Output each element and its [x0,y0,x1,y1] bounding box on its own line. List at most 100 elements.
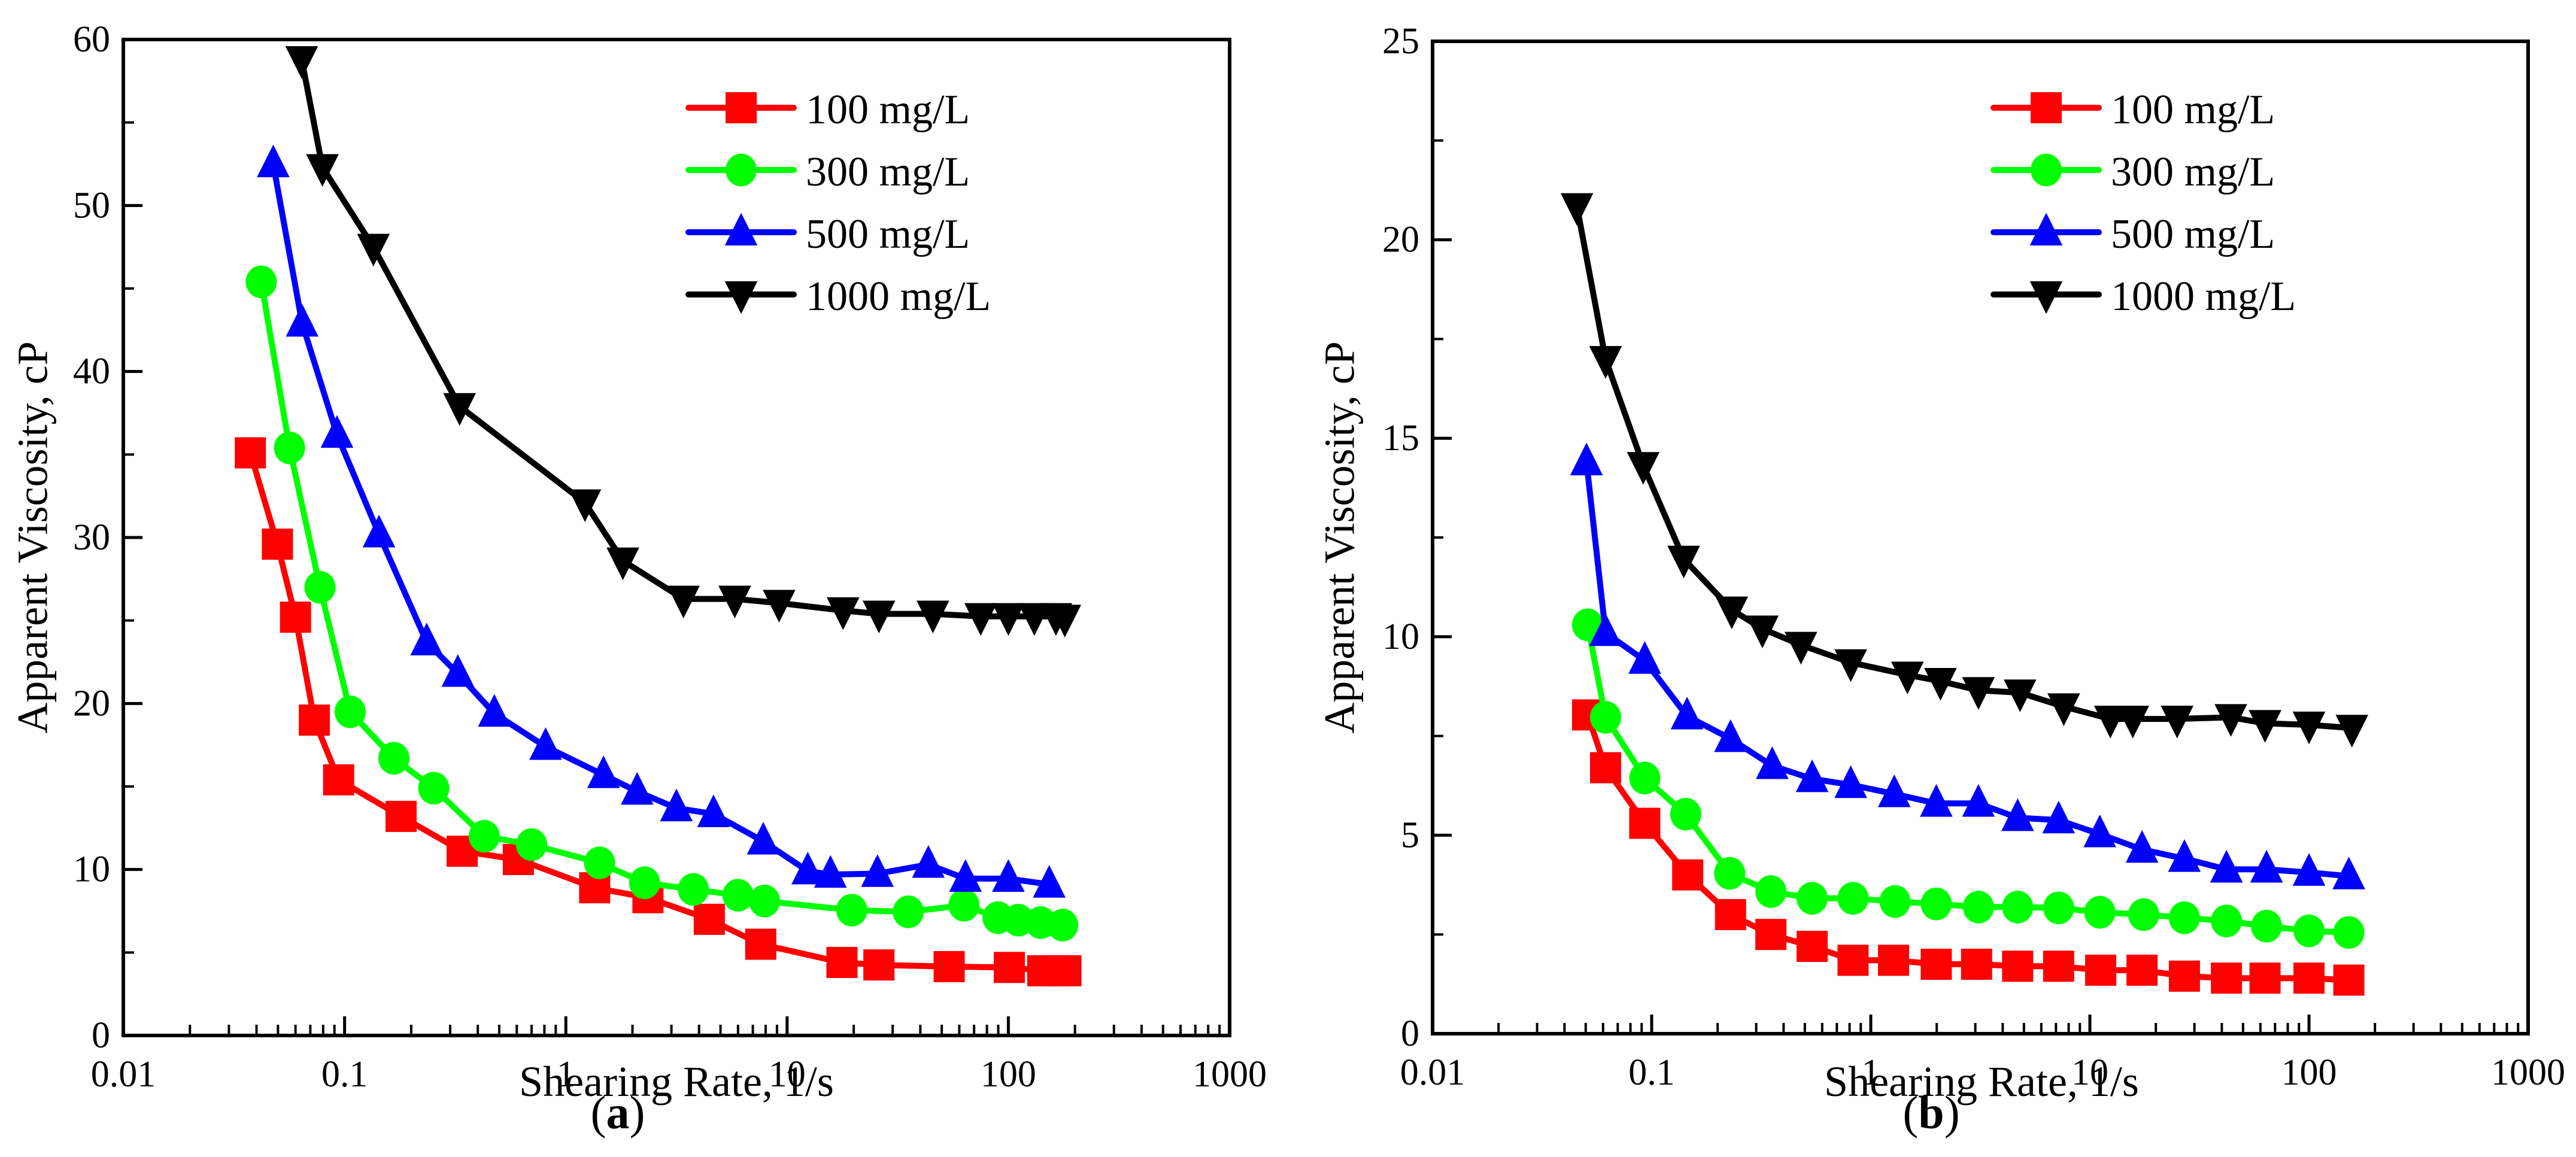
legend-label: 300 mg/L [806,149,970,195]
data-point [1670,797,1701,831]
data-point [2293,914,2325,948]
data-point [1629,807,1661,839]
data-point [1834,649,1867,682]
data-point [1834,765,1867,798]
legend-marker [726,153,757,187]
data-point [2047,693,2080,727]
data-point [1018,603,1051,636]
data-point [1961,948,1992,980]
data-point [587,755,620,788]
panel-a: 0.01 0.1 1 10 100 1000 0 10 20 30 40 50 60 100 mg/L 30… [9,19,1267,1138]
data-point [2214,704,2247,737]
series-300-mg-l [1571,608,2365,949]
data-point [584,846,615,879]
legend-label: 1000 mg/L [2111,274,2296,320]
data-point [2004,679,2037,712]
series-line [299,56,1068,621]
data-point [2128,898,2159,931]
legend-label: 1000 mg/L [806,274,991,320]
data-point [992,859,1025,892]
legend-marker [2031,92,2062,123]
data-point [1589,346,1622,379]
data-point [2210,849,2243,883]
y-tick-label: 60 [73,19,110,60]
data-point [285,46,318,79]
data-point [862,600,896,634]
data-point [2043,891,2074,925]
data-point [2249,962,2281,994]
data-point [2293,962,2325,994]
data-point [378,742,409,775]
data-point [2292,853,2326,886]
caption-close-a: ) [630,1086,645,1138]
data-point [1924,667,1957,701]
data-point [747,822,780,855]
data-point [2251,909,2283,943]
y-tick-label: 20 [1382,220,1419,260]
series-500-mg-l [1570,442,2365,889]
data-point [2292,711,2326,745]
legend-label: 300 mg/L [2111,149,2275,195]
data-point [2083,814,2116,848]
data-point [1047,909,1079,942]
data-point [1714,857,1746,890]
data-point [2249,710,2281,743]
data-point [299,704,330,736]
data-point [667,585,700,619]
legend-marker [2031,153,2062,187]
data-point [2161,705,2193,739]
data-point [320,415,354,448]
data-point [1756,746,1789,779]
data-point [468,819,500,853]
x-tick-label: 10 [2071,1052,2108,1093]
data-point [286,303,319,337]
y-tick-label: 40 [73,351,110,392]
data-point [1755,875,1787,908]
data-point [1962,891,1994,924]
caption-letter-b: b [1918,1086,1944,1138]
x-axis-title-a: Shearing Rate, 1/s [519,1058,834,1106]
data-point [1785,631,1818,665]
data-point [568,489,602,523]
data-point [1670,696,1704,730]
data-point [606,547,639,581]
plot-area-a: 0.01 0.1 1 10 100 1000 0 10 20 30 40 50 60 100 mg/L 30… [73,19,1267,1095]
legend-label: 100 mg/L [2111,87,2275,133]
data-point [1920,784,1953,817]
caption-letter-a: a [606,1086,630,1138]
data-point [992,603,1025,636]
legend-marker [724,212,758,246]
legend-label: 100 mg/L [806,87,970,133]
data-point [323,764,354,795]
series-100-mg-l [235,437,1082,986]
x-tick-label: 0.1 [321,1054,368,1095]
legend-marker [2029,212,2063,246]
data-point [1714,719,1747,752]
data-point [1672,859,1704,891]
data-point [791,851,824,885]
data-point [748,885,780,918]
x-tick-label: 10 [769,1054,806,1095]
data-point [2211,962,2243,994]
data-point [763,590,796,623]
series-300-mg-l [245,265,1079,942]
data-point [893,895,924,928]
plot-area-b: 0.01 0.1 1 10 100 1000 0 5 10 15 20 25 100 mg/L 300 m… [1382,21,2565,1093]
data-point [1033,865,1066,898]
data-point [620,772,654,805]
data-point [529,727,562,760]
caption-open-b: ( [1903,1086,1918,1138]
data-point [1746,615,1779,649]
series-1000-mg-l [1560,193,2368,748]
series-line [1585,712,2352,983]
y-tick-label: 30 [73,517,110,558]
data-point [826,597,860,630]
data-point [2168,839,2201,872]
data-point [949,859,982,892]
y-axis-title-a: Apparent Viscosity, cP [9,341,57,734]
data-point [2250,849,2283,883]
series-1000-mg-l [285,46,1082,638]
caption-open-a: ( [591,1086,606,1138]
data-point [1920,948,1952,980]
data-point [2085,954,2117,986]
